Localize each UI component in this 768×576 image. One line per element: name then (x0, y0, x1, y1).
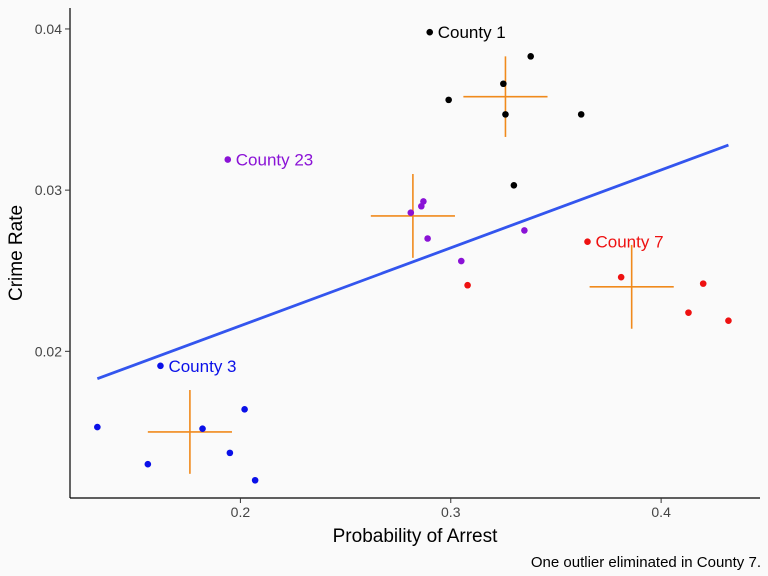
data-point (685, 309, 692, 316)
x-tick-label: 0.2 (231, 504, 251, 520)
data-point (241, 406, 248, 413)
data-point (500, 80, 507, 88)
x-tick-label: 0.3 (441, 504, 461, 520)
y-tick-label: 0.03 (35, 182, 62, 198)
point-label: County 3 (168, 357, 236, 376)
data-point (457, 257, 465, 265)
data-point (226, 449, 234, 457)
y-tick-label: 0.04 (35, 21, 62, 37)
data-point (699, 280, 707, 287)
data-point (510, 182, 518, 189)
data-point (157, 362, 164, 370)
data-point (424, 235, 431, 242)
data-point (521, 227, 528, 234)
data-point (445, 96, 452, 104)
y-axis-ticks: 0.02 0.03 0.04 (35, 21, 70, 359)
x-tick-label: 0.4 (651, 504, 671, 520)
data-point (94, 423, 101, 431)
data-point (199, 425, 206, 432)
data-point (577, 111, 585, 118)
data-point (617, 273, 625, 281)
data-point (725, 317, 732, 324)
x-axis-title: Probability of Arrest (333, 526, 498, 547)
data-point (407, 209, 415, 217)
data-point (502, 111, 509, 118)
regression-line (96, 143, 729, 381)
point-label: County 7 (596, 233, 664, 252)
data-point (251, 476, 259, 484)
point-label: County 1 (438, 23, 506, 42)
data-point (584, 238, 591, 246)
plot-marks: County 1 County 23 County 7 County 3 (94, 23, 732, 484)
chart-caption: One outlier eliminated in County 7. (531, 554, 761, 571)
data-point (464, 281, 471, 289)
data-point (144, 460, 152, 468)
y-axis-title: Crime Rate (6, 205, 27, 301)
data-point (426, 28, 434, 36)
data-point (224, 156, 232, 163)
x-axis-ticks: 0.2 0.3 0.4 (231, 498, 671, 520)
y-tick-label: 0.02 (35, 343, 62, 359)
data-point (527, 53, 535, 60)
data-point (418, 202, 425, 210)
point-label: County 23 (236, 151, 314, 170)
